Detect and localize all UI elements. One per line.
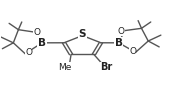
Text: B: B <box>115 38 123 48</box>
Text: O: O <box>117 27 124 36</box>
Text: S: S <box>79 29 86 39</box>
Text: O: O <box>129 47 136 56</box>
Text: Br: Br <box>100 62 112 72</box>
Text: O: O <box>34 28 41 37</box>
Text: Me: Me <box>58 63 72 72</box>
Text: B: B <box>38 38 46 48</box>
Text: O: O <box>25 48 32 58</box>
